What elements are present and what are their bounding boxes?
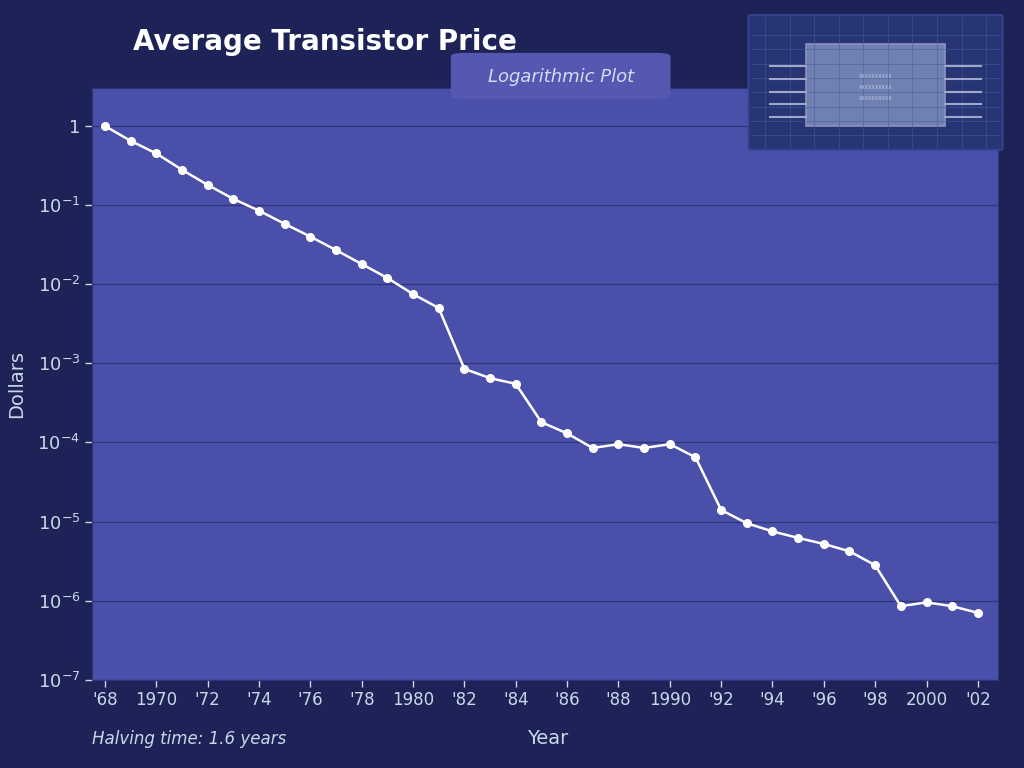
- Text: XXXXXXXXXX: XXXXXXXXXX: [859, 85, 892, 91]
- Text: Halving time: 1.6 years: Halving time: 1.6 years: [92, 730, 287, 748]
- Y-axis label: Dollars: Dollars: [7, 350, 27, 418]
- Bar: [807, 44, 944, 126]
- Text: XXXXXXXXXX: XXXXXXXXXX: [859, 74, 892, 80]
- Text: Average Transistor Price: Average Transistor Price: [133, 28, 517, 56]
- FancyBboxPatch shape: [749, 15, 1002, 150]
- Text: Year: Year: [527, 730, 568, 748]
- FancyBboxPatch shape: [451, 53, 671, 99]
- Text: XXXXXXXXXX: XXXXXXXXXX: [859, 96, 892, 101]
- Text: Logarithmic Plot: Logarithmic Plot: [487, 68, 634, 86]
